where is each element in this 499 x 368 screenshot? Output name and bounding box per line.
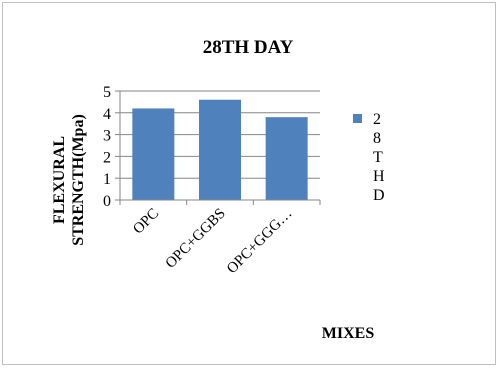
x-tick-label: OPC+GGBS (163, 206, 229, 272)
y-tick-label: 2 (103, 149, 111, 166)
chart-title: 28TH DAY (203, 37, 294, 58)
y-tick-label: 3 (103, 128, 111, 145)
bars (132, 99, 308, 200)
x-axis-label: MIXES (322, 325, 375, 342)
legend-label-char: 2 (373, 111, 381, 128)
y-axis-label-line: FLEXURAL (51, 136, 68, 224)
y-tick-label: 4 (103, 106, 111, 123)
x-tick-label: OPC+GGG… (224, 206, 296, 278)
legend-label-char: T (373, 149, 383, 166)
y-tick-label: 1 (103, 171, 111, 188)
axes (115, 90, 321, 205)
y-tick-labels: 0 1 2 3 4 5 (103, 84, 111, 210)
legend-label-char: D (373, 187, 385, 204)
y-tick-label: 0 (103, 193, 111, 210)
legend-label-char: 8 (373, 130, 381, 147)
bar (199, 99, 241, 200)
x-tick-labels: OPC OPC+GGBSOPC+GGG… (130, 206, 295, 278)
legend-label-char: H (373, 168, 385, 185)
x-tick-label: OPC (130, 206, 162, 238)
bar (132, 108, 175, 200)
legend-swatch (353, 114, 362, 123)
y-axis-label: FLEXURAL STRENGTH(Mpa) (51, 114, 87, 246)
bar (265, 117, 308, 200)
legend: 2 8 THD (353, 111, 385, 204)
y-tick-label: 5 (103, 84, 111, 101)
chart-frame (2, 2, 496, 365)
y-axis-label-line: STRENGTH(Mpa) (70, 114, 87, 246)
